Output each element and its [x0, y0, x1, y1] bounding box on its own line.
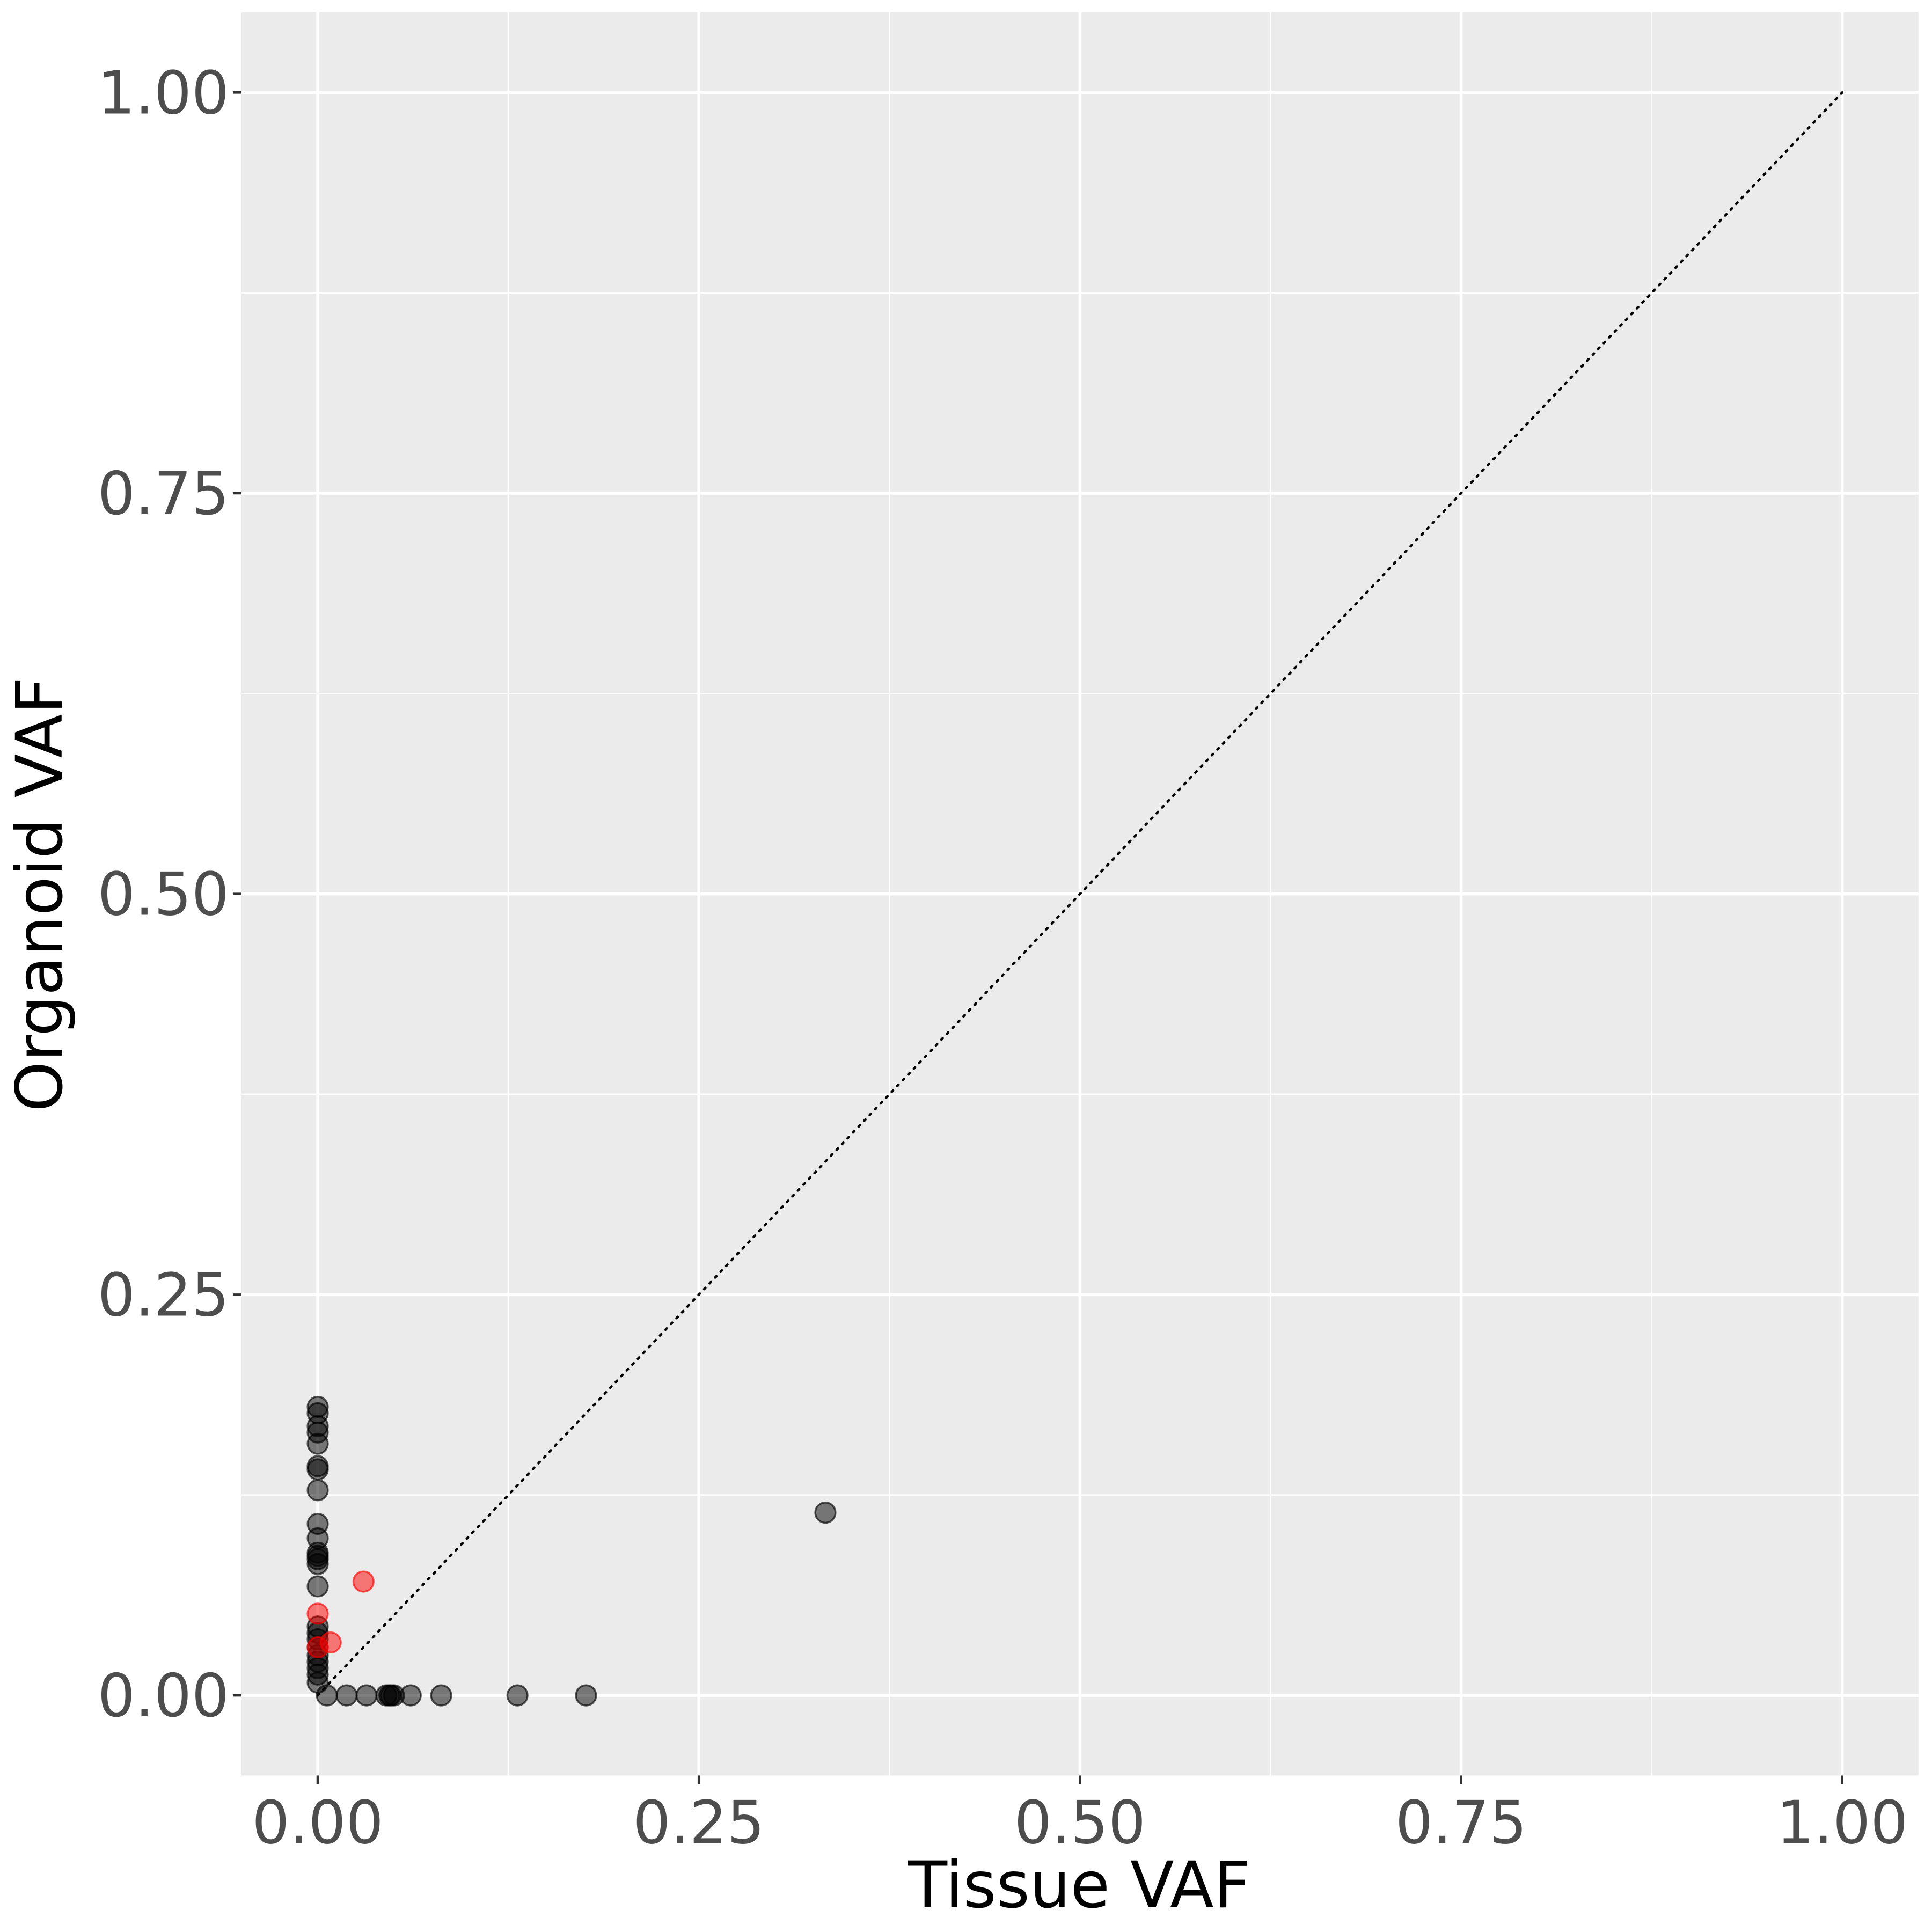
y-tick-label: 0.50	[98, 860, 229, 929]
data-point-black	[306, 1458, 329, 1481]
data-point-black	[814, 1502, 837, 1524]
data-point-black	[306, 1553, 329, 1575]
data-point-black	[316, 1684, 338, 1707]
x-tick-label: 1.00	[1776, 1789, 1908, 1857]
y-tick-label: 0.00	[98, 1662, 229, 1730]
data-point-black	[335, 1684, 358, 1707]
data-point-black	[430, 1684, 452, 1707]
x-tick-label: 0.75	[1395, 1789, 1527, 1857]
x-tick-label: 0.50	[1014, 1789, 1146, 1857]
identity-reference-line	[316, 91, 1844, 1697]
data-point-black	[506, 1684, 529, 1707]
data-point-red	[352, 1570, 375, 1593]
x-tick-label: 0.00	[252, 1789, 383, 1857]
y-tick-label: 0.75	[98, 459, 229, 528]
data-point-black	[355, 1684, 378, 1707]
data-point-black	[306, 1432, 329, 1455]
data-point-black	[575, 1684, 597, 1707]
y-axis-title: Organoid VAF	[3, 677, 77, 1112]
data-point-red	[306, 1602, 329, 1625]
x-tick-label: 0.25	[633, 1789, 765, 1857]
axes: 0.00 0.25 0.50 0.75 1.00 0.00 0.25 0.50 0.75 1.00	[98, 58, 1908, 1857]
data-point-red	[319, 1631, 342, 1654]
y-tick-label: 0.25	[98, 1261, 229, 1329]
data-point-black	[306, 1479, 329, 1502]
data-point-black	[306, 1575, 329, 1598]
x-axis-title: Tissue VAF	[908, 1848, 1250, 1923]
y-tick-label: 1.00	[98, 58, 229, 127]
data-point-black	[399, 1684, 422, 1707]
data-points	[306, 1395, 837, 1707]
